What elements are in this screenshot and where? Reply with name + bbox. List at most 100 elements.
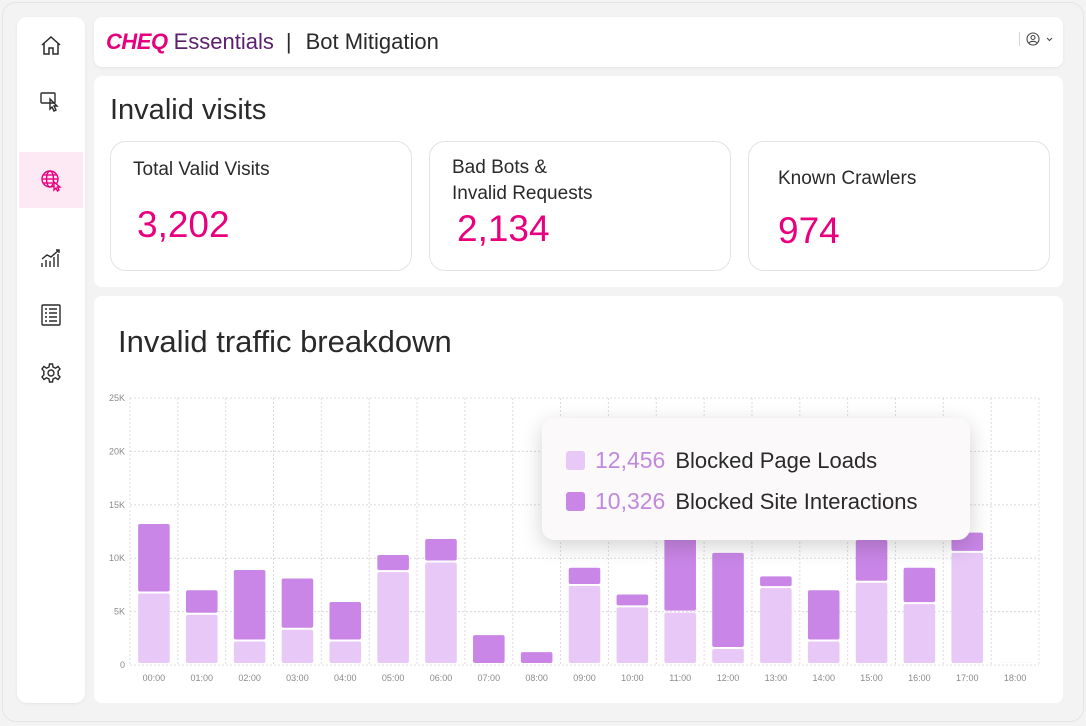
x-tick-label: 04:00 xyxy=(334,673,357,683)
bar-segment-page-loads xyxy=(138,593,170,663)
x-tick-label: 16:00 xyxy=(908,673,931,683)
user-menu[interactable] xyxy=(1019,32,1053,46)
tooltip-label: Blocked Page Loads xyxy=(675,447,878,473)
stat-value: 974 xyxy=(778,210,840,251)
invalid-visits-panel: Invalid visits Total Valid Visits 3,202 … xyxy=(94,76,1063,287)
user-icon xyxy=(1026,32,1040,46)
bar-segment-page-loads xyxy=(664,612,696,663)
y-tick-label: 10K xyxy=(109,553,125,563)
y-tick-label: 0 xyxy=(120,660,125,670)
bar-segment-site-interactions xyxy=(281,578,314,628)
bar-segment-page-loads xyxy=(425,562,457,663)
bar-segment-site-interactions xyxy=(712,552,744,647)
tooltip-value: 10,326 xyxy=(595,488,666,514)
x-tick-label: 13:00 xyxy=(765,673,788,683)
x-tick-label: 05:00 xyxy=(382,673,405,683)
tooltip-label: Blocked Site Interactions xyxy=(675,488,918,514)
section-title: Invalid visits xyxy=(110,94,267,126)
x-tick-label: 12:00 xyxy=(717,673,740,683)
tooltip-value: 12,456 xyxy=(595,447,666,473)
page-title: Bot Mitigation xyxy=(305,29,439,54)
stat-value: 3,202 xyxy=(137,204,230,245)
x-tick-label: 11:00 xyxy=(669,673,691,683)
bar-segment-site-interactions xyxy=(760,576,792,587)
bar-segment-page-loads xyxy=(568,585,601,663)
home-icon xyxy=(41,35,61,55)
bar-segment-page-loads xyxy=(377,572,409,663)
section-title: Invalid traffic breakdown xyxy=(118,324,452,359)
cheq-logo: CHEQ xyxy=(106,29,168,54)
x-tick-label: 17:00 xyxy=(956,673,979,683)
bar-segment-site-interactions xyxy=(616,594,649,606)
x-tick-label: 02:00 xyxy=(238,673,261,683)
bar-segment-page-loads xyxy=(281,629,314,663)
x-tick-label: 14:00 xyxy=(812,673,835,683)
bar-segment-site-interactions xyxy=(425,538,457,561)
bar-segment-site-interactions xyxy=(233,569,266,640)
product-name: Essentials xyxy=(173,29,274,54)
bar-segment-page-loads xyxy=(712,648,744,663)
nav-bot-mitigation[interactable] xyxy=(19,152,83,208)
x-tick-label: 06:00 xyxy=(430,673,453,683)
x-tick-label: 09:00 xyxy=(573,673,596,683)
bar-segment-page-loads xyxy=(329,641,362,663)
bar-segment-page-loads xyxy=(903,604,936,663)
bar-segment-site-interactions xyxy=(377,554,409,571)
bar-segment-page-loads xyxy=(855,582,888,663)
bar-segment-page-loads xyxy=(951,552,984,663)
stat-value: 2,134 xyxy=(457,208,550,249)
bar-segment-page-loads xyxy=(760,588,792,663)
tooltip-row-page-loads: 12,456 Blocked Page Loads xyxy=(566,447,877,474)
globe-cursor-icon xyxy=(41,170,62,192)
click-icon xyxy=(40,92,59,112)
stat-label-line1: Bad Bots & xyxy=(452,157,548,178)
x-tick-label: 07:00 xyxy=(478,673,501,683)
x-tick-label: 01:00 xyxy=(190,673,213,683)
bar-segment-site-interactions xyxy=(568,567,601,584)
bar-segment-page-loads xyxy=(233,641,266,663)
stat-card-bad-bots: Bad Bots & Invalid Requests 2,134 xyxy=(429,141,731,271)
bar-segment-page-loads xyxy=(616,607,649,663)
x-tick-label: 08:00 xyxy=(525,673,548,683)
nav-analytics[interactable] xyxy=(19,230,83,286)
list-icon xyxy=(41,304,61,326)
nav-settings[interactable] xyxy=(19,345,83,401)
stat-card-known-crawlers: Known Crawlers 974 xyxy=(748,141,1050,271)
stat-label: Known Crawlers xyxy=(778,168,917,189)
header-separator: | xyxy=(285,29,292,54)
legend-swatch xyxy=(566,451,585,470)
bar-segment-site-interactions xyxy=(329,601,362,640)
stat-card-valid-visits: Total Valid Visits 3,202 xyxy=(110,141,412,271)
bar-segment-site-interactions xyxy=(807,590,840,640)
x-tick-label: 03:00 xyxy=(286,673,309,683)
tooltip-row-site-interactions: 10,326 Blocked Site Interactions xyxy=(566,488,918,515)
bar-segment-page-loads xyxy=(185,614,218,663)
chevron-down-icon xyxy=(1046,37,1053,41)
x-tick-label: 18:00 xyxy=(1004,673,1027,683)
bar-segment-site-interactions xyxy=(138,524,170,592)
bar-segment-site-interactions xyxy=(903,567,936,603)
bar-segment-page-loads xyxy=(807,641,840,663)
chart-tooltip: 12,456 Blocked Page Loads 10,326 Blocked… xyxy=(542,418,970,540)
x-tick-label: 00:00 xyxy=(143,673,166,683)
x-tick-label: 15:00 xyxy=(860,673,883,683)
header-divider xyxy=(1019,32,1020,46)
sidebar xyxy=(17,17,85,703)
analytics-icon xyxy=(41,249,60,267)
bar-segment-site-interactions xyxy=(473,635,505,663)
gear-icon xyxy=(41,363,61,383)
y-tick-label: 25K xyxy=(109,393,125,403)
y-tick-label: 20K xyxy=(109,446,125,456)
bar-segment-site-interactions xyxy=(520,652,553,663)
bar-segment-site-interactions xyxy=(855,540,888,581)
bar-segment-site-interactions xyxy=(185,590,218,613)
stat-label-line2: Invalid Requests xyxy=(452,183,593,204)
legend-swatch xyxy=(566,492,585,511)
x-tick-label: 10:00 xyxy=(621,673,644,683)
nav-click[interactable] xyxy=(19,74,83,130)
y-tick-label: 15K xyxy=(109,500,125,510)
y-tick-label: 5K xyxy=(114,607,125,617)
nav-list[interactable] xyxy=(19,287,83,343)
nav-home[interactable] xyxy=(19,18,83,74)
